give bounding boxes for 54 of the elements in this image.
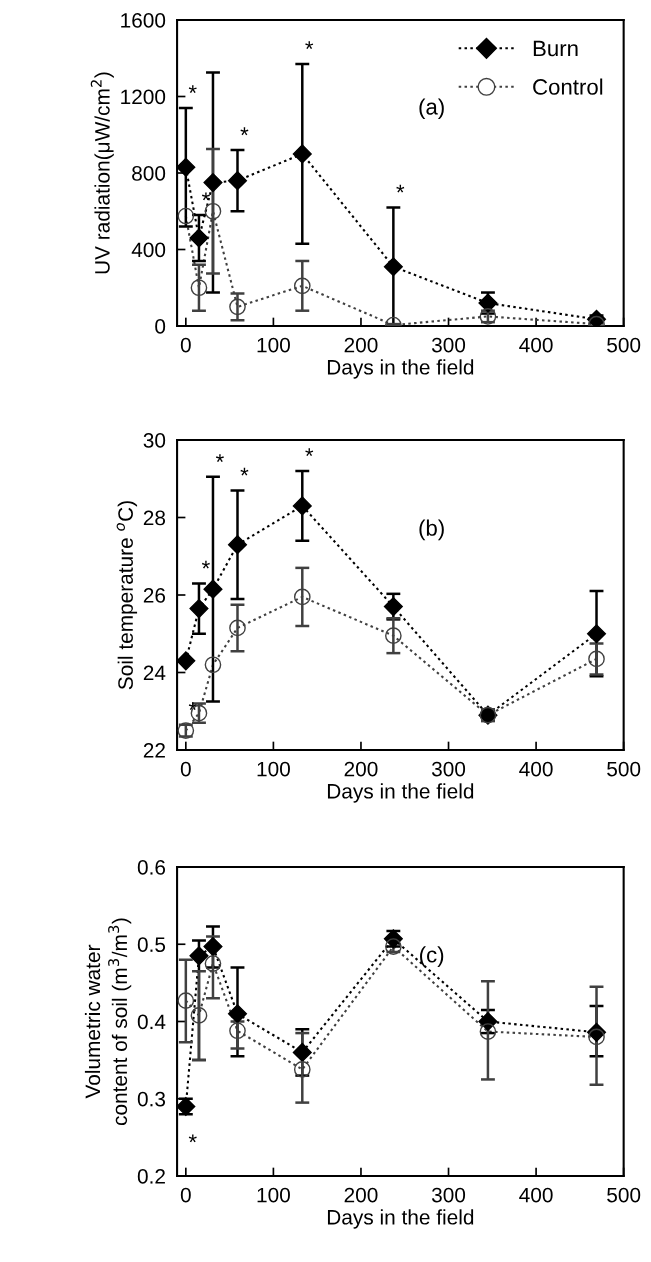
y-tick-label: 0.4 — [137, 1014, 166, 1030]
y-tick-label: 0.6 — [137, 860, 166, 875]
x-tick-label: 400 — [519, 337, 553, 353]
annotation: (c) — [420, 946, 444, 967]
y-tick-label: 26 — [143, 588, 166, 603]
x-tick-label: 100 — [257, 337, 290, 353]
x-tick-label: 500 — [607, 1187, 641, 1203]
annotation: * — [240, 127, 249, 136]
legend-label: Control — [533, 78, 603, 95]
annotation: * — [188, 1134, 197, 1143]
y-tick-label: 0.3 — [137, 1091, 166, 1107]
x-tick-label: 500 — [607, 761, 641, 777]
y-axis-title: Soil temperature $^{o}$C) — [116, 501, 138, 690]
x-tick-label: 400 — [519, 1187, 553, 1203]
y-tick-label: 400 — [131, 242, 166, 258]
x-axis-title: Days in the field — [327, 359, 474, 379]
annotation: * — [305, 448, 314, 457]
y-tick-label: 1600 — [121, 13, 166, 28]
y-tick-label: 30 — [143, 433, 166, 448]
y-tick-label: 28 — [143, 510, 166, 526]
annotation: * — [240, 467, 249, 476]
legend-label: Burn — [533, 40, 578, 57]
annotation: * — [188, 85, 197, 94]
x-tick-label: 300 — [431, 761, 466, 777]
x-tick-label: 300 — [431, 1187, 466, 1203]
y-tick-label: 1200 — [121, 89, 166, 105]
x-axis-title: Days in the field — [327, 783, 474, 803]
y-tick-label: 24 — [143, 665, 166, 681]
x-tick-label: 0 — [180, 761, 191, 777]
x-tick-label: 100 — [257, 761, 290, 777]
x-tick-label: 0 — [180, 1187, 191, 1203]
x-tick-label: 400 — [519, 761, 553, 777]
y-axis-title: Volumetric water content of soil (m$^{3}$/m$^{3}$) — [84, 918, 132, 1126]
y-tick-label: 0 — [155, 319, 166, 334]
x-tick-label: 200 — [344, 761, 378, 777]
x-tick-label: 300 — [431, 337, 466, 353]
annotation: * — [305, 41, 314, 50]
x-tick-label: 100 — [257, 1187, 290, 1203]
y-tick-label: 22 — [143, 743, 165, 758]
x-tick-label: 200 — [344, 337, 378, 353]
annotation: * — [201, 192, 210, 201]
x-axis-title: Days in the field — [327, 1209, 474, 1229]
y-tick-label: 800 — [132, 166, 166, 181]
x-tick-label: 500 — [607, 337, 641, 353]
annotation: (b) — [419, 519, 444, 541]
y-tick-label: 0.5 — [137, 937, 166, 952]
x-tick-label: 200 — [344, 1187, 378, 1203]
annotation: * — [201, 560, 210, 569]
y-tick-label: 0.2 — [137, 1169, 165, 1184]
x-tick-label: 0 — [180, 337, 191, 353]
y-axis-title: UV radiation(μW/cm$^{2}$) — [90, 72, 114, 274]
annotation: * — [215, 454, 224, 462]
annotation: (a) — [419, 98, 444, 120]
annotation: * — [396, 184, 405, 193]
